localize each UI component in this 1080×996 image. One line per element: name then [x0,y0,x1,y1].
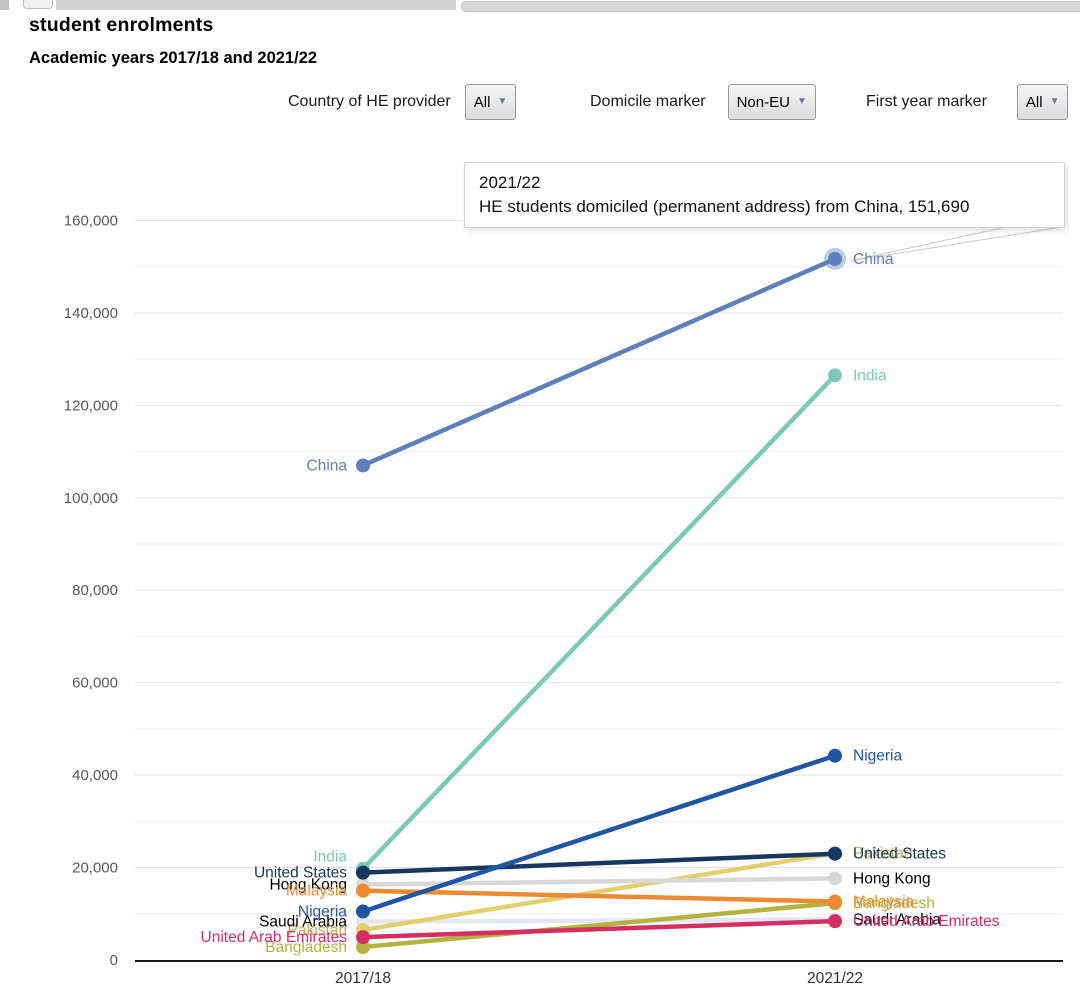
series-label-left-malaysia: Malaysia [286,883,348,900]
series-united-states[interactable] [356,846,842,880]
data-point-india-2021/22[interactable] [828,368,842,383]
data-point-hong-kong-2021/22[interactable] [828,871,842,886]
y-axis-tick-label: 40,000 [72,767,118,784]
filter-country-of-he-provider: Country of HE provider All ▼ [288,84,517,120]
series-line-hong-kong[interactable] [360,876,838,887]
x-axis-tick-label: 2021/22 [807,970,863,987]
series-label-left-saudi-arabia: Saudi Arabia [259,914,347,931]
y-axis-tick-label: 80,000 [72,582,118,599]
data-point-malaysia-2021/22[interactable] [828,894,842,909]
dropdown-value: All [1025,93,1043,111]
series-line-malaysia[interactable] [360,888,838,904]
series-nigeria[interactable] [356,748,842,919]
y-axis-tick-label: 120,000 [64,397,118,414]
tooltip: 2021/22 HE students domiciled (permanent… [464,162,1065,228]
series-line-nigeria[interactable] [360,753,838,914]
series-label-right-india: India [853,367,887,384]
filter-first-year-marker: First year marker All ▼ [866,84,1069,120]
chrome-bar [56,0,456,10]
series-label-right-united-arab-emirates: United Arab Emirates [853,913,1000,930]
data-point-china-2017/18[interactable] [356,458,370,473]
series-label-right-bangladesh: Bangladesh [853,895,935,912]
filter-domicile-marker: Domicile marker Non-EU ▼ [590,84,816,120]
filter-bar: Country of HE provider All ▼ Domicile ma… [0,84,1080,122]
series-china[interactable] [356,247,846,473]
domicile-filter-dropdown[interactable]: Non-EU ▼ [727,84,816,120]
data-point-united-arab-emirates-2017/18[interactable] [356,930,370,945]
y-axis-tick-label: 20,000 [72,860,118,877]
series-label-left-china: China [307,457,348,474]
y-axis-tick-label: 160,000 [64,212,118,229]
data-point-bangladesh-2017/18[interactable] [356,940,370,955]
series-line-bangladesh[interactable] [360,900,838,950]
series-label-right-saudi-arabia: Saudi Arabia [853,912,941,929]
series-line-china[interactable] [360,256,838,468]
data-point-china-2021/22[interactable] [828,251,842,266]
series-label-right-nigeria: Nigeria [853,748,902,765]
series-label-left-united-arab-emirates: United Arab Emirates [201,929,348,946]
filter-label: First year marker [866,93,987,110]
browser-chrome-strip [0,0,1080,12]
data-point-united-arab-emirates-2021/22[interactable] [828,914,842,929]
y-axis-tick-label: 100,000 [64,490,118,507]
series-label-right-pakistan: Pakistan [853,845,912,862]
series-label-right-hong-kong: Hong Kong [853,870,931,887]
y-axis-tick-label: 0 [110,952,118,969]
first-year-filter-dropdown[interactable]: All ▼ [1016,84,1069,120]
data-point-nigeria-2021/22[interactable] [828,748,842,763]
series-line-saudi-arabia[interactable] [360,917,838,924]
chrome-fragment-left [0,0,9,10]
series-label-left-india: India [313,849,347,866]
tooltip-year: 2021/22 [479,173,541,192]
page-title: student enrolments [29,14,214,36]
y-axis-tick-label: 60,000 [72,675,118,692]
horizontal-scrollbar[interactable] [461,1,1080,12]
series-label-right-malaysia: Malaysia [853,894,915,911]
series-malaysia[interactable] [356,883,842,909]
filter-label: Domicile marker [590,93,706,110]
series-label-right-china: China [853,251,894,268]
series-label-left-united-states: United States [254,865,347,882]
series-line-pakistan[interactable] [360,850,838,933]
country-filter-dropdown[interactable]: All ▼ [464,84,517,120]
series-label-left-pakistan: Pakistan [288,922,347,939]
series-line-india[interactable] [360,373,838,871]
chrome-button-fragment [23,0,53,9]
series-label-left-bangladesh: Bangladesh [265,939,347,956]
page-subtitle: Academic years 2017/18 and 2021/22 [29,49,318,67]
series-line-united-arab-emirates[interactable] [360,918,838,940]
data-point-malaysia-2017/18[interactable] [356,883,370,898]
dropdown-value: Non-EU [736,93,790,111]
series-label-right-united-states: United States [853,846,946,863]
filter-label: Country of HE provider [288,93,451,110]
y-axis-tick-label: 140,000 [64,305,118,322]
dropdown-value: All [473,93,491,111]
data-point-united-states-2021/22[interactable] [828,846,842,861]
series-label-left-nigeria: Nigeria [298,903,347,920]
x-axis-tick-label: 2017/18 [335,970,391,987]
series-united-arab-emirates[interactable] [356,914,842,945]
chevron-down-icon: ▼ [1049,96,1060,107]
tooltip-value: HE students domiciled (permanent address… [479,197,970,216]
chevron-down-icon: ▼ [796,96,807,107]
series-label-left-hong-kong: Hong Kong [269,876,347,893]
data-point-nigeria-2017/18[interactable] [356,904,370,919]
data-point-united-states-2017/18[interactable] [356,865,370,880]
series-india[interactable] [356,368,842,876]
chevron-down-icon: ▼ [497,96,508,107]
series-line-united-states[interactable] [360,851,838,875]
